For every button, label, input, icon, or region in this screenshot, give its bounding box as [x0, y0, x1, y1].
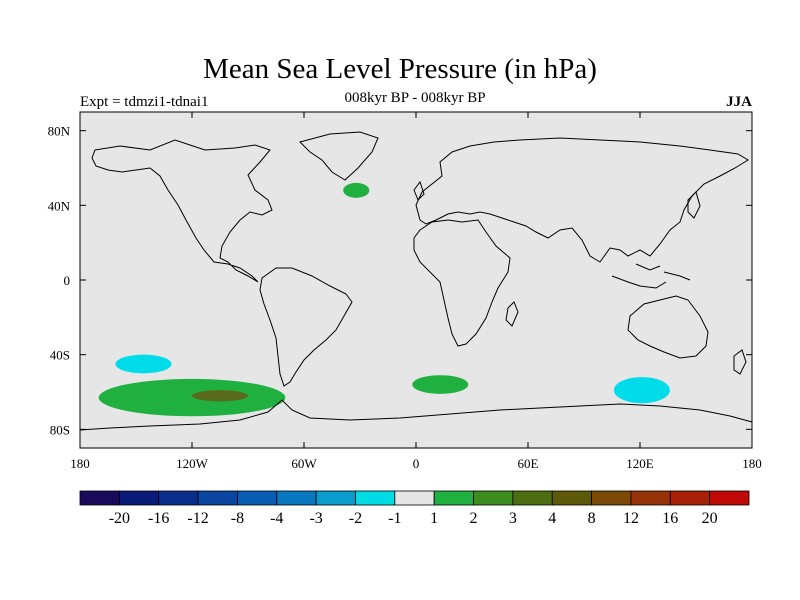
coast-south-america — [259, 267, 353, 387]
experiment-label: Expt = tdmzi1-tdnai1 — [80, 94, 209, 110]
anomaly-south-pacific-positive — [98, 378, 286, 417]
lon-tick-label: 60W — [291, 456, 317, 471]
colorbar-swatch — [551, 490, 592, 506]
colorbar-swatch — [118, 490, 160, 506]
colorbar-swatch — [276, 490, 317, 506]
colorbar-label: -16 — [148, 510, 169, 527]
coast-australia — [627, 295, 709, 359]
anomaly-south-atlantic-positive — [412, 375, 469, 394]
colorbar-swatch — [79, 490, 120, 506]
anomaly-south-pacific-strong-positive — [192, 390, 248, 402]
coast-north-america — [91, 139, 273, 283]
colorbar-swatch — [433, 490, 474, 506]
colorbar-swatch — [315, 490, 356, 506]
colorbar-swatch — [473, 490, 514, 506]
lon-tick-label: 180 — [742, 456, 762, 471]
colorbar-label: 1 — [430, 510, 438, 527]
season-label: JJA — [726, 94, 752, 110]
anomaly-north-atlantic-positive — [343, 182, 370, 198]
colorbar-label: -3 — [309, 510, 322, 527]
lon-tick-label: 60E — [518, 456, 539, 471]
colorbar-label: -1 — [388, 510, 401, 527]
lat-tick-label: 80N — [48, 124, 71, 139]
coast-antarctica — [79, 399, 753, 431]
colorbar-swatch — [709, 490, 750, 506]
lon-tick-label: 0 — [413, 456, 420, 471]
colorbar: -20 -16 -12 -8 -4 -3 -2 -1 1 2 3 4 8 12 16 20 — [79, 490, 750, 527]
colorbar-label: -2 — [349, 510, 362, 527]
lat-tick-label: 40N — [48, 198, 71, 213]
colorbar-swatch — [355, 490, 396, 506]
axis-ticks: 180 120W 60W 0 60E 120E 180 80N 40N 0 40S 80S — [48, 112, 762, 471]
lon-tick-label: 180 — [70, 456, 90, 471]
lon-tick-label: 120E — [626, 456, 654, 471]
colorbar-swatch — [158, 490, 199, 506]
lon-tick-label: 120W — [176, 456, 209, 471]
colorbar-label: -20 — [109, 510, 130, 527]
colorbar-label: 16 — [662, 510, 678, 527]
colorbar-label: -8 — [231, 510, 244, 527]
colorbar-label: 4 — [548, 510, 556, 527]
coast-madagascar — [505, 301, 519, 327]
plot-title: Mean Sea Level Pressure (in hPa) — [203, 53, 597, 85]
colorbar-label: 2 — [470, 510, 478, 527]
coast-new-zealand — [733, 349, 747, 375]
anomaly-south-indian-negative — [613, 377, 670, 404]
coast-greenland — [299, 131, 379, 181]
coast-africa — [413, 219, 511, 347]
lat-tick-label: 40S — [50, 348, 70, 363]
colorbar-swatch — [197, 490, 238, 506]
coast-eurasia — [415, 137, 749, 263]
coastlines — [79, 131, 753, 431]
colorbar-label: 20 — [702, 510, 718, 527]
colorbar-swatch — [669, 490, 711, 506]
coast-japan — [687, 191, 701, 219]
colorbar-label: 8 — [588, 510, 596, 527]
colorbar-swatch — [394, 490, 435, 506]
colorbar-label: 12 — [623, 510, 639, 527]
colorbar-label: 3 — [509, 510, 517, 527]
plot-subtitle: 008kyr BP - 008kyr BP — [344, 90, 486, 106]
colorbar-label: -4 — [270, 510, 283, 527]
colorbar-label: -12 — [187, 510, 208, 527]
colorbar-swatch — [591, 490, 632, 506]
coast-indonesia — [611, 263, 691, 289]
lat-tick-label: 80S — [50, 422, 70, 437]
colorbar-swatch — [237, 490, 278, 506]
colorbar-swatch — [512, 490, 553, 506]
colorbar-swatch — [630, 490, 671, 506]
coast-uk — [413, 180, 425, 201]
anomaly-layer — [98, 182, 670, 417]
anomaly-south-pacific-negative — [115, 354, 172, 374]
lat-tick-label: 0 — [64, 273, 71, 288]
